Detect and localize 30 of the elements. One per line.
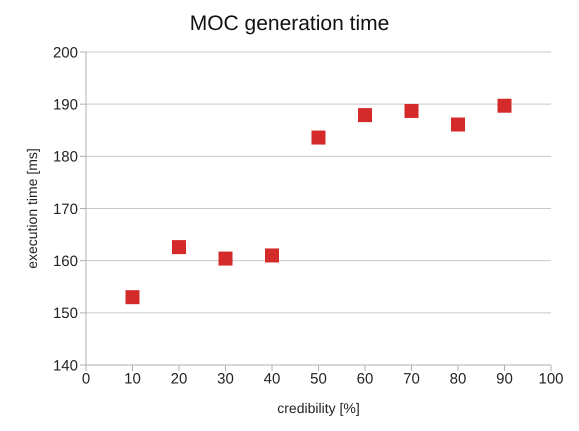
x-tick-label: 70 [403,370,420,388]
y-tick-label: 160 [52,252,78,270]
chart-title: MOC generation time [188,12,390,36]
point [451,118,465,132]
point [126,290,140,304]
point [358,108,372,122]
point [172,240,186,254]
x-tick-label: 50 [310,370,327,388]
x-axis-title: credibility [%] [277,400,360,416]
y-tick-label: 170 [52,200,78,218]
x-tick-label: 80 [450,370,466,388]
x-tick-label: 10 [124,370,141,388]
point [265,248,279,262]
x-tick-label: 60 [356,370,374,388]
point [218,252,232,266]
point [404,104,418,118]
x-tick-label: 20 [170,370,188,388]
x-tick-label: 40 [264,370,280,388]
x-tick-label: 90 [496,370,513,388]
y-tick-label: 200 [52,44,78,62]
x-tick-label: 100 [538,370,564,388]
y-tick-label: 140 [52,357,78,374]
y-tick-label: 150 [52,305,78,322]
point [498,98,512,113]
y-axis-title: execution time [ms] [24,148,40,269]
point [312,130,326,145]
y-tick-label: 180 [52,148,78,166]
x-tick-label: 0 [82,370,90,388]
y-tick-label: 190 [52,96,78,114]
x-tick-label: 30 [217,370,234,388]
